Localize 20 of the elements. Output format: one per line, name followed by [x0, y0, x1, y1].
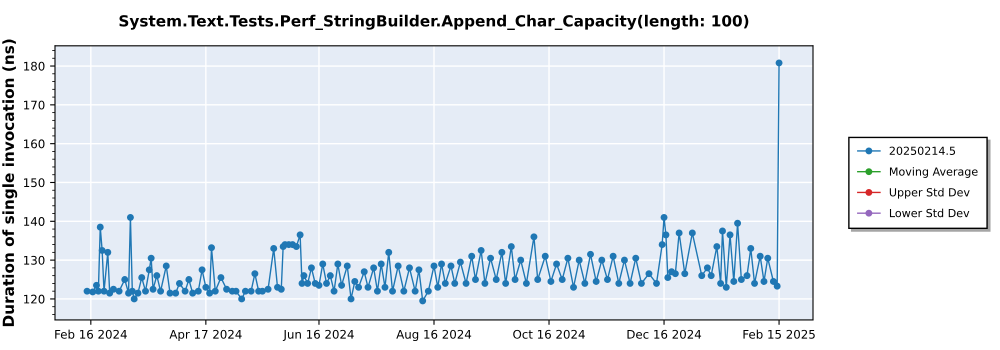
x-tick-label: Feb 15 2025: [743, 330, 815, 339]
y-tick-label: 170: [24, 100, 44, 110]
x-tick-label: Aug 16 2024: [396, 330, 472, 342]
y-tick-label: 180: [24, 62, 44, 71]
y-tick-label: 130: [24, 256, 44, 265]
legend-label: Upper Std Dev: [890, 188, 970, 199]
y-tick-label: 120: [24, 294, 44, 304]
x-tick-label: Feb 16 2024: [55, 330, 127, 339]
y-tick-label: 150: [24, 178, 44, 188]
chart-title: System.Text.Tests.Perf_StringBuilder.Append_Char_Capacity(length: 100): [119, 14, 748, 30]
y-axis-title: Duration of single invocation (ns): [2, 40, 18, 326]
x-tick-label: Jun 16 2024: [282, 330, 354, 341]
legend-label: Moving Average: [890, 167, 978, 178]
x-tick-label: Apr 17 2024: [169, 330, 242, 342]
y-tick-label: 140: [24, 217, 44, 226]
legend-label: Lower Std Dev: [890, 208, 970, 218]
x-tick-label: Oct 16 2024: [513, 330, 585, 339]
y-tick-label: 160: [24, 139, 44, 148]
x-tick-label: Dec 16 2024: [627, 330, 702, 339]
legend-label: 20250214.5: [890, 146, 956, 155]
